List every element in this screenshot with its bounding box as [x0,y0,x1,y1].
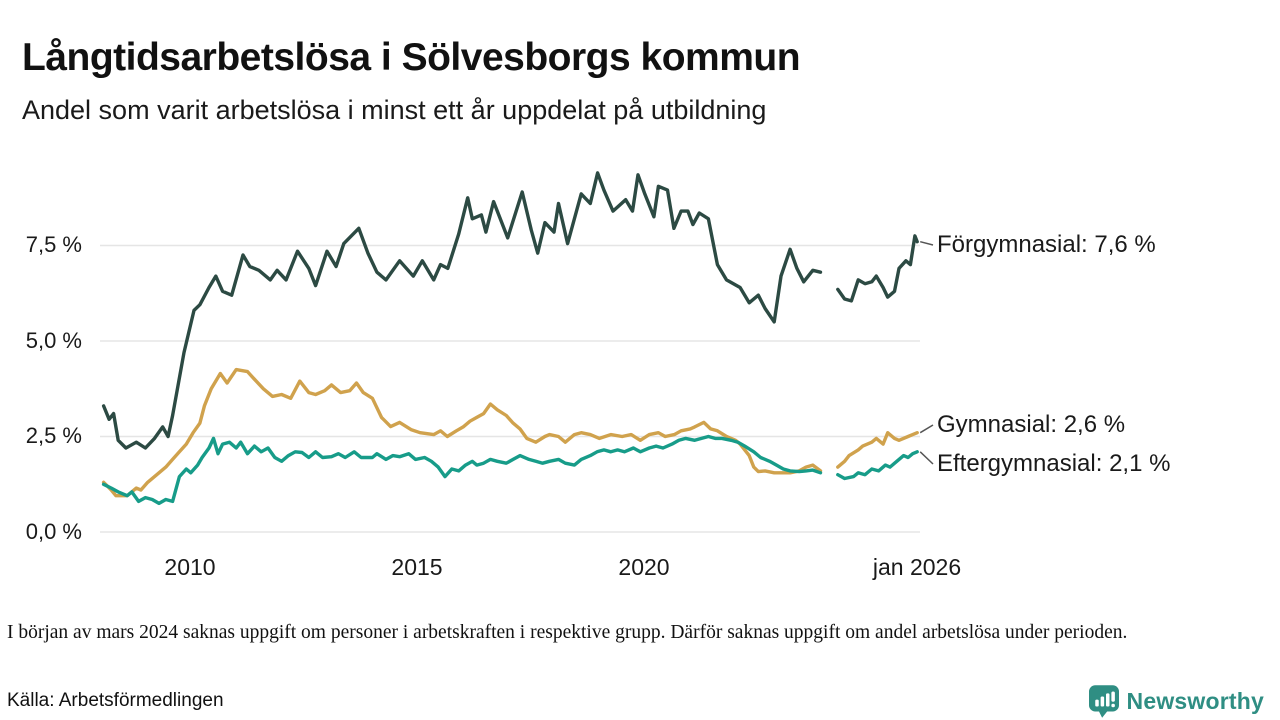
newsworthy-branding: Newsworthy [1088,684,1264,718]
series-end-label-eftergymnasial: Eftergymnasial: 2,1 % [937,450,1171,477]
series-end-label-forgymnasial: Förgymnasial: 7,6 % [937,231,1156,258]
footnote: I början av mars 2024 saknas uppgift om … [7,622,1128,643]
chart-subtitle: Andel som varit arbetslösa i minst ett å… [22,95,767,125]
y-axis-tick-7-5: 7,5 % [25,232,82,257]
page-title: Långtidsarbetslösa i Sölvesborgs kommun [22,36,801,80]
x-axis-tick-2015: 2015 [391,554,443,580]
newsworthy-logo-icon [1088,684,1119,718]
source-attribution: Källa: Arbetsförmedlingen [7,690,224,711]
newsworthy-wordmark: Newsworthy [1126,687,1264,714]
y-axis-tick-5-0: 5,0 % [25,328,82,353]
x-axis-tick-2020: 2020 [618,554,670,580]
y-axis-tick-0-0: 0,0 % [25,519,82,544]
x-axis-tick-jan-2026: jan 2026 [872,554,962,580]
y-axis-tick-2-5: 2,5 % [25,423,82,448]
x-axis-tick-2010: 2010 [164,554,216,580]
series-end-label-gymnasial: Gymnasial: 2,6 % [937,411,1126,438]
